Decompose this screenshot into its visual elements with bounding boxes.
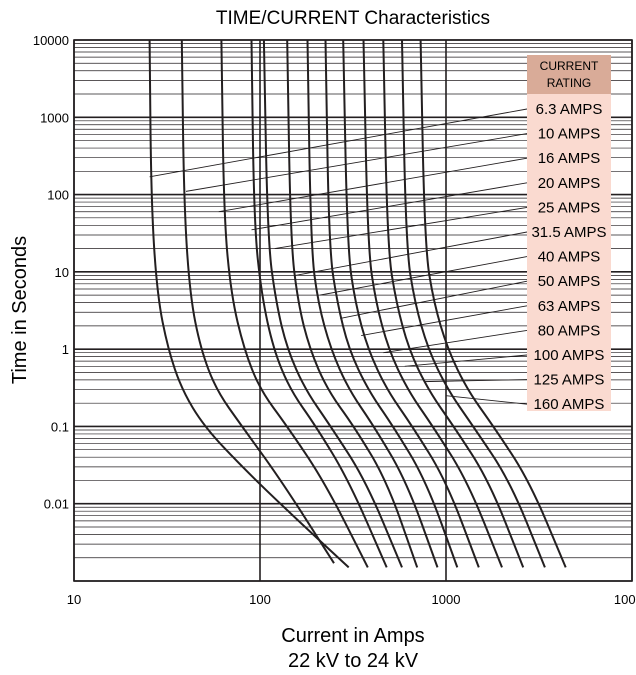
leader-line	[383, 329, 528, 354]
y-tick-label: 1000	[40, 110, 69, 125]
legend-items: 6.3 AMPS 10 AMPS 16 AMPS 20 AMPS 25 AMPS 31.5…	[531, 101, 606, 413]
x-axis-label: Current in Amps	[281, 625, 424, 647]
x-tick-label: 10000	[614, 592, 636, 607]
leader-line	[295, 231, 528, 276]
y-tick-label: 10	[55, 265, 69, 280]
legend-item-label: 6.3 AMPS	[536, 101, 603, 118]
x-tick-label: 1000	[432, 592, 461, 607]
leader-line	[319, 256, 528, 296]
leader-line	[185, 133, 528, 192]
legend-box: CURRENT RATING	[527, 55, 611, 411]
legend-title-line1: CURRENT	[540, 59, 599, 73]
leader-line	[445, 395, 528, 405]
legend-item-label: 20 AMPS	[538, 175, 601, 192]
fuse-curve-3	[220, 39, 369, 568]
fuse-curve-13	[419, 39, 567, 568]
legend-item-label: 16 AMPS	[538, 150, 601, 167]
leader-line	[361, 305, 528, 336]
fuse-curve-6	[286, 39, 419, 568]
legend-item-label: 50 AMPS	[538, 273, 601, 290]
leader-line	[218, 157, 528, 213]
y-tick-label: 10000	[33, 33, 69, 48]
fuse-curve-9	[342, 39, 480, 568]
x-tick-labels: 10 100 1000 10000	[67, 592, 636, 607]
fuse-curve-12	[401, 39, 546, 568]
x-tick-label: 10	[67, 592, 81, 607]
y-tick-label: 0.1	[51, 419, 69, 434]
fuse-curve-7	[306, 39, 439, 568]
leader-line	[404, 354, 528, 367]
fuse-curves	[148, 39, 567, 569]
legend-item-label: 10 AMPS	[538, 126, 601, 143]
fuse-curve-2	[180, 39, 335, 564]
legend-title-line2: RATING	[547, 76, 591, 90]
x-axis-sublabel: 22 kV to 24 kV	[288, 650, 419, 672]
legend-item-label: 100 AMPS	[534, 347, 605, 364]
leader-line	[423, 379, 528, 383]
fuse-curve-4	[250, 39, 388, 568]
x-tick-label: 100	[249, 592, 271, 607]
legend-header-bg	[527, 55, 611, 94]
y-tick-label: 100	[47, 188, 69, 203]
legend-leader-lines	[149, 108, 528, 405]
leader-line	[274, 206, 528, 250]
fuse-curve-11	[382, 39, 525, 568]
y-tick-label: 1	[62, 342, 69, 357]
y-tick-labels: 10000 1000 100 10 1 0.1 0.01	[33, 33, 69, 512]
legend-item-label: 63 AMPS	[538, 298, 601, 315]
legend-body-bg	[527, 94, 611, 411]
plot-frame	[73, 39, 633, 582]
legend-item-label: 31.5 AMPS	[531, 224, 606, 241]
legend-item-label: 40 AMPS	[538, 249, 601, 266]
legend-item-label: 25 AMPS	[538, 199, 601, 216]
fuse-curve-1	[148, 39, 350, 569]
legend-item-label: 80 AMPS	[538, 322, 601, 339]
y-tick-label: 0.01	[44, 497, 69, 512]
fuse-curve-10	[362, 39, 503, 568]
y-axis-label: Time in Seconds	[9, 236, 31, 384]
fuse-curve-5	[262, 39, 403, 568]
fuse-curve-8	[324, 39, 459, 568]
chart-title: TIME/CURRENT Characteristics	[216, 8, 490, 29]
leader-line	[149, 108, 528, 178]
legend-item-label: 160 AMPS	[534, 396, 605, 413]
leader-line	[251, 182, 528, 231]
legend-item-label: 125 AMPS	[534, 372, 605, 389]
